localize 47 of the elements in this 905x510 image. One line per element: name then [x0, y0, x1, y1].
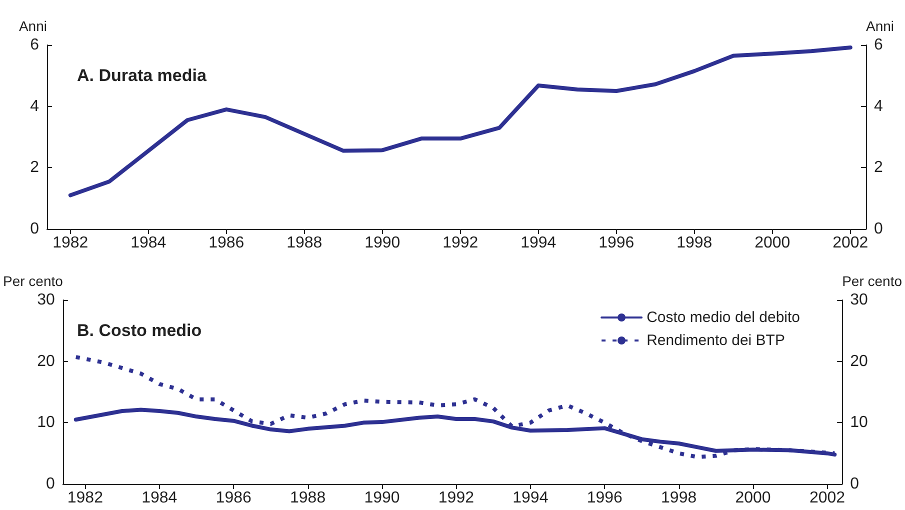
x-tick-label: 1986 [216, 490, 252, 506]
x-tick-label: 1988 [290, 490, 326, 506]
x-tick-label: 1988 [286, 234, 322, 252]
y-axis-title: Per cento [2, 273, 64, 289]
y-tick-label: 0 [30, 220, 40, 238]
x-tick-label: 1984 [142, 490, 178, 506]
x-tick-label: 2000 [754, 234, 790, 252]
x-tick-label: 1994 [512, 490, 548, 506]
y2-axis-title: Anni [866, 18, 894, 34]
x-tick-label: 1982 [67, 490, 104, 506]
line-series [68, 45, 852, 198]
x-tick-label: 1982 [52, 234, 88, 252]
text: A. Durata media [77, 66, 207, 85]
x-tick-label: 1996 [598, 234, 634, 252]
y2-tick-label: 4 [874, 98, 883, 115]
y-tick-label: 2 [30, 159, 40, 176]
x-tick-label: 1998 [676, 234, 712, 252]
y2-tick-label: 2 [874, 159, 883, 176]
y2-tick-label: 0 [850, 476, 860, 492]
y-tick-label: 6 [30, 36, 40, 54]
legend-label: Rendimento dei BTP [646, 332, 785, 349]
y-tick-label: 10 [37, 414, 56, 432]
y-tick-label: 4 [30, 98, 40, 115]
y-tick-label: 0 [46, 476, 56, 492]
y2-tick-label: 6 [874, 36, 883, 54]
x-tick-label: 1986 [208, 234, 244, 252]
x-tick-label: 2000 [735, 490, 771, 506]
x-tick-label: 1996 [586, 490, 623, 506]
legend-label: Costo medio del debito [646, 309, 800, 326]
x-tick-label: 1990 [364, 234, 400, 252]
y-tick-label: 20 [37, 352, 56, 370]
y2-axis-title: Per cento [842, 273, 902, 289]
y2-tick-label: 0 [874, 220, 883, 238]
x-tick-label: 1992 [438, 490, 474, 506]
x-tick-label: 2002 [809, 490, 846, 506]
x-tick-label: 1998 [661, 490, 697, 506]
x-tick-label: 1984 [130, 234, 166, 252]
text: B. Costo medio [77, 321, 202, 340]
x-tick-label: 2002 [832, 234, 868, 252]
x-tick-label: 1990 [364, 490, 400, 506]
y2-tick-label: 10 [850, 414, 868, 432]
y-axis-title: Anni [18, 18, 47, 34]
y2-tick-label: 30 [850, 292, 868, 308]
x-tick-label: 1994 [520, 234, 556, 252]
y2-tick-label: 20 [850, 352, 868, 370]
x-tick-label: 1992 [442, 234, 478, 252]
y-tick-label: 30 [37, 292, 56, 308]
